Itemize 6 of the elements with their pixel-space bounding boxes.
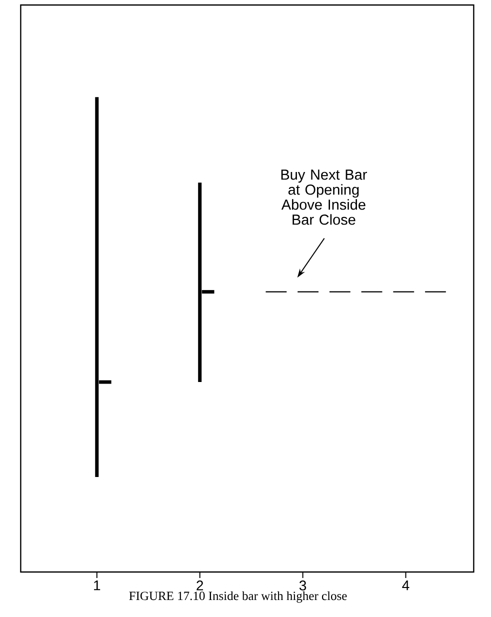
annotation: Buy Next Bar at Opening Above Inside Bar Close — [281, 170, 367, 225]
caption: FIGURE 17.10 Inside bar with higher close — [129, 591, 347, 603]
x-tick-label: 1 — [94, 580, 100, 590]
x-tick-label: 3 — [299, 580, 306, 590]
x-tick-label: 2 — [196, 580, 204, 590]
x-tick-label: 4 — [402, 580, 410, 590]
